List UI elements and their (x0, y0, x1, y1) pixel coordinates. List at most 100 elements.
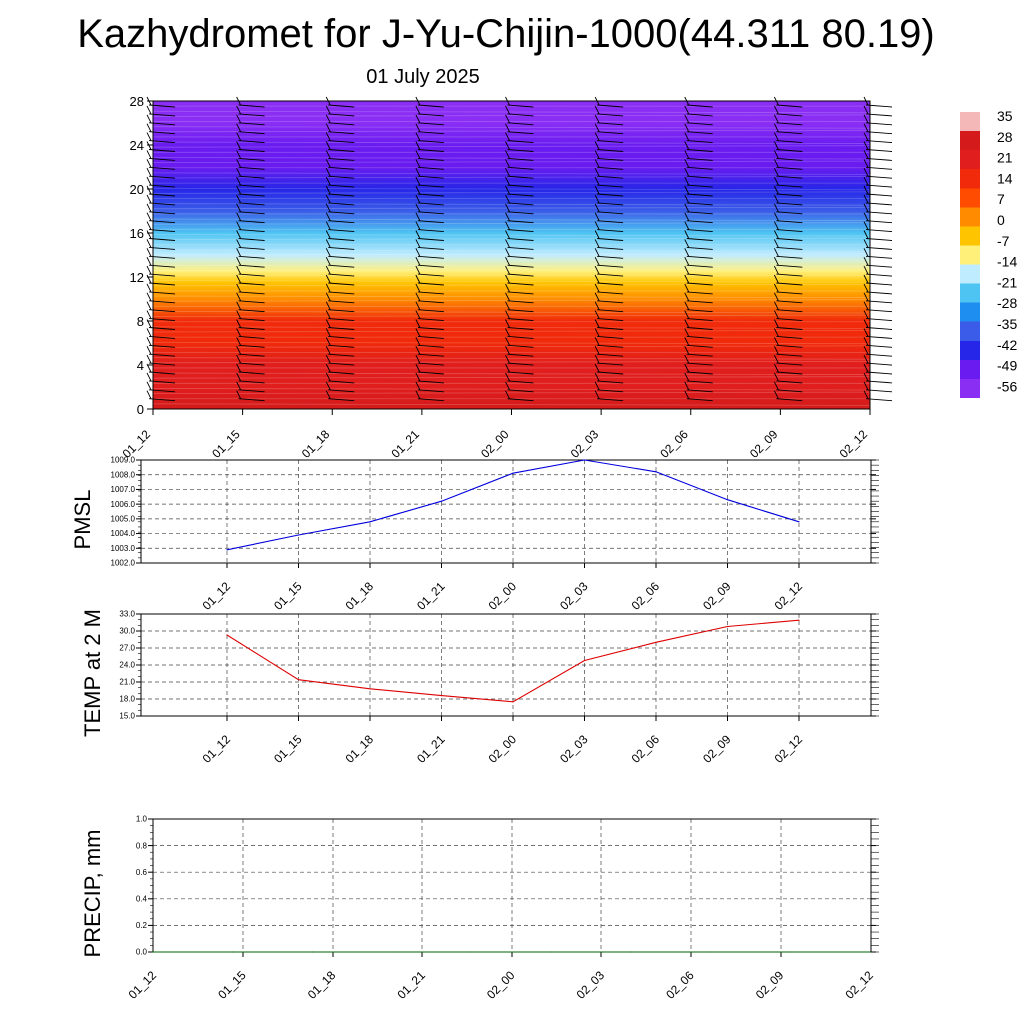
wind-barb-feather (325, 283, 331, 293)
contour-line (152, 191, 871, 194)
wind-barb (328, 371, 355, 375)
wind-barb-feather (594, 363, 600, 373)
wind-barb (328, 149, 355, 152)
wind-barb-feather (325, 221, 331, 230)
chart-subtitle: 01 July 2025 (366, 66, 480, 88)
wind-barb-feather (415, 203, 421, 213)
contour-line (152, 372, 871, 375)
wind-barb-feather (773, 310, 779, 319)
wind-barb (238, 318, 265, 322)
x-tick-label: 01_21 (394, 968, 428, 1002)
wind-barb-feather (863, 301, 869, 310)
contour-line (152, 253, 871, 256)
x-tick-label: 01_15 (271, 732, 305, 766)
wind-barb (507, 353, 534, 357)
wind-barb-feather (863, 256, 869, 266)
wind-barb-feather (594, 292, 600, 302)
wind-barb-feather (594, 310, 600, 319)
data-point (226, 549, 228, 551)
wind-barb (507, 104, 534, 108)
pmsl-panel: 1002.0 1003.0 1004.0 1005.0 1006.0 1007.0 1008… (70, 456, 879, 613)
wind-barb-feather (594, 212, 600, 221)
wind-barb-feather (684, 123, 690, 132)
wind-barb (507, 362, 534, 366)
wind-barb-feather (863, 248, 869, 257)
wind-barb-feather (325, 337, 331, 346)
wind-barb (328, 211, 355, 215)
wind-barb-feather (863, 212, 869, 221)
wind-barb-feather (505, 159, 510, 168)
wind-barb-feather (773, 176, 779, 186)
wind-barb-feather (236, 345, 242, 355)
wind-barb-feather (325, 248, 331, 257)
wind-barb (597, 398, 624, 402)
wind-barb-feather (146, 239, 152, 248)
wind-barb-feather (505, 345, 510, 355)
wind-barb-feather (146, 283, 152, 293)
colorbar-label: 28 (997, 129, 1013, 145)
colorbar-label: -14 (997, 254, 1017, 270)
wind-barb-feather (146, 150, 152, 159)
wind-barb (507, 149, 534, 152)
temp-panel: 15.0 18.0 21.0 24.0 27.0 30.0 33.0 01_12 01_15 01… (80, 609, 879, 766)
wind-barb-feather (415, 221, 421, 230)
contour-line (152, 341, 871, 345)
wind-barb-feather (325, 328, 331, 337)
wind-barb (776, 246, 803, 250)
wind-barb-feather (594, 132, 600, 141)
wind-barb-feather (415, 185, 421, 195)
wind-barb-feather (773, 132, 779, 141)
data-point (655, 641, 657, 643)
wind-barb (328, 309, 355, 313)
contour-line (152, 176, 871, 179)
heatmap-x-tick-label: 02_09 (747, 427, 781, 461)
wind-barb-feather (505, 328, 510, 337)
wind-barb (686, 309, 713, 313)
wind-barb-feather (594, 301, 600, 310)
wind-barb-feather (415, 265, 421, 275)
contour-line (152, 203, 871, 206)
wind-barb-feather (773, 185, 779, 195)
wind-barb (328, 291, 355, 295)
wind-barb (686, 264, 713, 268)
wind-barb (686, 193, 713, 197)
wind-barb-feather (415, 390, 421, 399)
wind-barb (776, 353, 803, 357)
wind-barb-feather (684, 381, 690, 391)
wind-barb (686, 300, 713, 304)
wind-barb (417, 353, 444, 357)
wind-barb (597, 264, 624, 268)
wind-barb (238, 353, 265, 357)
wind-barb (417, 273, 444, 277)
wind-barb (776, 122, 803, 126)
wind-barb (507, 300, 534, 304)
contour-line (152, 110, 871, 114)
heatmap-x-tick-label: 02_06 (657, 427, 691, 461)
wind-barb (328, 327, 355, 330)
wind-barb-feather (773, 230, 779, 239)
wind-barb (238, 291, 265, 295)
wind-barb (776, 229, 803, 233)
wind-barb (507, 184, 534, 188)
wind-barb-feather (863, 390, 869, 399)
contour-line (152, 157, 871, 160)
wind-barb (776, 371, 803, 375)
wind-barb (417, 327, 444, 330)
wind-barb-feather (146, 337, 152, 346)
wind-barb (328, 389, 355, 393)
wind-barb-feather (594, 194, 600, 204)
wind-barb-feather (236, 363, 242, 373)
wind-barb-feather (863, 283, 869, 293)
wind-barb-feather (505, 319, 510, 328)
wind-barb-feather (505, 212, 510, 221)
wind-barb (776, 157, 803, 161)
wind-barb-feather (146, 203, 152, 213)
x-tick-label: 02_06 (629, 579, 663, 613)
wind-barb (417, 140, 444, 144)
wind-barb-feather (325, 141, 331, 150)
wind-barb (776, 389, 803, 393)
wind-barb (328, 104, 355, 108)
wind-barb-feather (684, 239, 690, 248)
series-line (226, 619, 800, 703)
